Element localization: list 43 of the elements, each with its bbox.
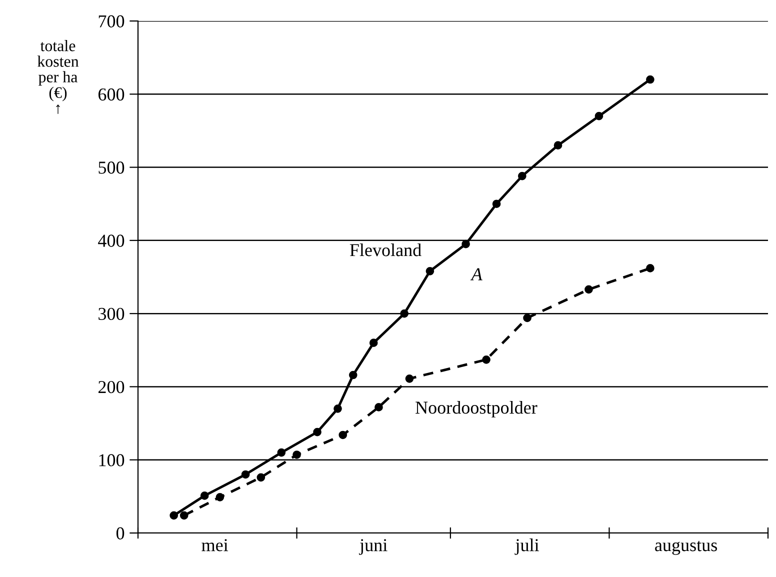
point (523, 314, 532, 322)
point (216, 492, 224, 502)
point (462, 240, 470, 248)
point (334, 404, 342, 413)
point (405, 374, 414, 383)
x-tick-label: juli (514, 538, 539, 555)
x-tick-label: juni (359, 539, 388, 555)
point (554, 141, 562, 150)
y-tick-label: 100 (99, 454, 124, 466)
point (400, 309, 409, 318)
point (646, 75, 654, 84)
y-tick-label: 0 (116, 527, 124, 540)
point (313, 428, 322, 436)
point (170, 511, 178, 520)
point (584, 285, 593, 294)
y-tick-label: 400 (98, 234, 124, 247)
y-tick-label: 300 (98, 308, 124, 320)
point (292, 450, 301, 459)
point (256, 473, 266, 482)
y-tick-label: 600 (98, 88, 124, 101)
y-tick-label: 500 (98, 162, 124, 174)
point (277, 448, 286, 457)
point (374, 403, 383, 412)
point (646, 264, 654, 272)
point (426, 266, 434, 276)
point (200, 492, 209, 500)
point (492, 200, 501, 208)
point (241, 470, 250, 479)
y-axis-title: totale kosten per ha (€) ↑ (37, 40, 79, 114)
point (338, 430, 348, 440)
series-label: Flevoland (350, 244, 422, 256)
x-tick-label: mei (202, 539, 228, 552)
point (369, 338, 378, 347)
point (518, 172, 526, 180)
point (482, 355, 490, 364)
point (180, 511, 188, 520)
x-tick-label: augustus (655, 540, 717, 555)
point (594, 112, 604, 120)
annotation: A (470, 268, 482, 280)
point (348, 370, 358, 380)
y-tick-label: 700 (98, 15, 124, 28)
series-label: Noordoostpolder (416, 401, 538, 418)
y-tick-label: 200 (98, 380, 124, 394)
